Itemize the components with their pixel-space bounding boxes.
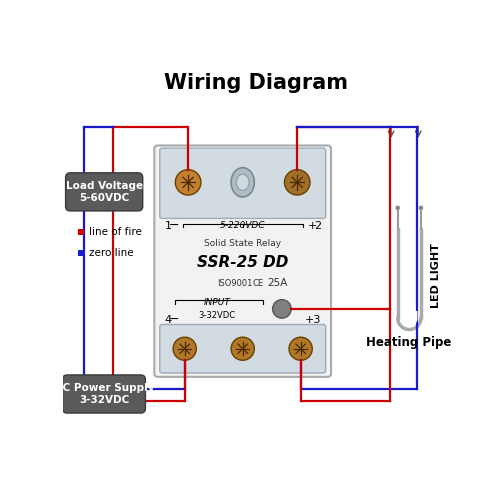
FancyBboxPatch shape xyxy=(66,173,142,211)
Text: CE: CE xyxy=(252,279,264,288)
Text: DC Power Supply
3-32VDC: DC Power Supply 3-32VDC xyxy=(54,383,154,405)
Text: zero line: zero line xyxy=(89,248,134,258)
Text: 3-32VDC: 3-32VDC xyxy=(198,310,235,320)
Circle shape xyxy=(396,206,400,210)
Text: +3: +3 xyxy=(304,315,321,325)
Circle shape xyxy=(284,170,310,195)
Circle shape xyxy=(289,337,312,360)
Text: SSR-25 DD: SSR-25 DD xyxy=(197,255,288,270)
Text: Wiring Diagram: Wiring Diagram xyxy=(164,74,348,94)
Text: 25A: 25A xyxy=(268,278,288,288)
FancyBboxPatch shape xyxy=(62,375,146,413)
Text: 1: 1 xyxy=(164,220,172,230)
Ellipse shape xyxy=(236,174,249,190)
FancyBboxPatch shape xyxy=(154,146,331,377)
Text: Solid State Relay: Solid State Relay xyxy=(204,238,281,248)
Text: INPUT: INPUT xyxy=(204,298,231,307)
Text: 2: 2 xyxy=(314,220,321,230)
Text: 5-220VDC: 5-220VDC xyxy=(220,221,266,230)
Circle shape xyxy=(176,170,201,195)
Text: ISO9001: ISO9001 xyxy=(217,279,252,288)
FancyBboxPatch shape xyxy=(160,324,326,373)
Ellipse shape xyxy=(231,168,254,197)
Text: LED LIGHT: LED LIGHT xyxy=(432,243,442,308)
Text: 4: 4 xyxy=(164,315,172,325)
Text: Load Voltage
5-60VDC: Load Voltage 5-60VDC xyxy=(66,181,142,203)
Text: line of fire: line of fire xyxy=(89,227,142,237)
Text: Heating Pipe: Heating Pipe xyxy=(366,336,451,349)
Circle shape xyxy=(272,300,291,318)
Bar xyxy=(78,250,84,256)
Circle shape xyxy=(173,337,197,360)
FancyBboxPatch shape xyxy=(160,148,326,218)
Bar xyxy=(78,229,84,235)
Circle shape xyxy=(418,206,424,210)
Text: −: − xyxy=(168,219,179,232)
Circle shape xyxy=(231,337,254,360)
Text: −: − xyxy=(168,314,179,326)
Text: +: + xyxy=(308,220,317,230)
